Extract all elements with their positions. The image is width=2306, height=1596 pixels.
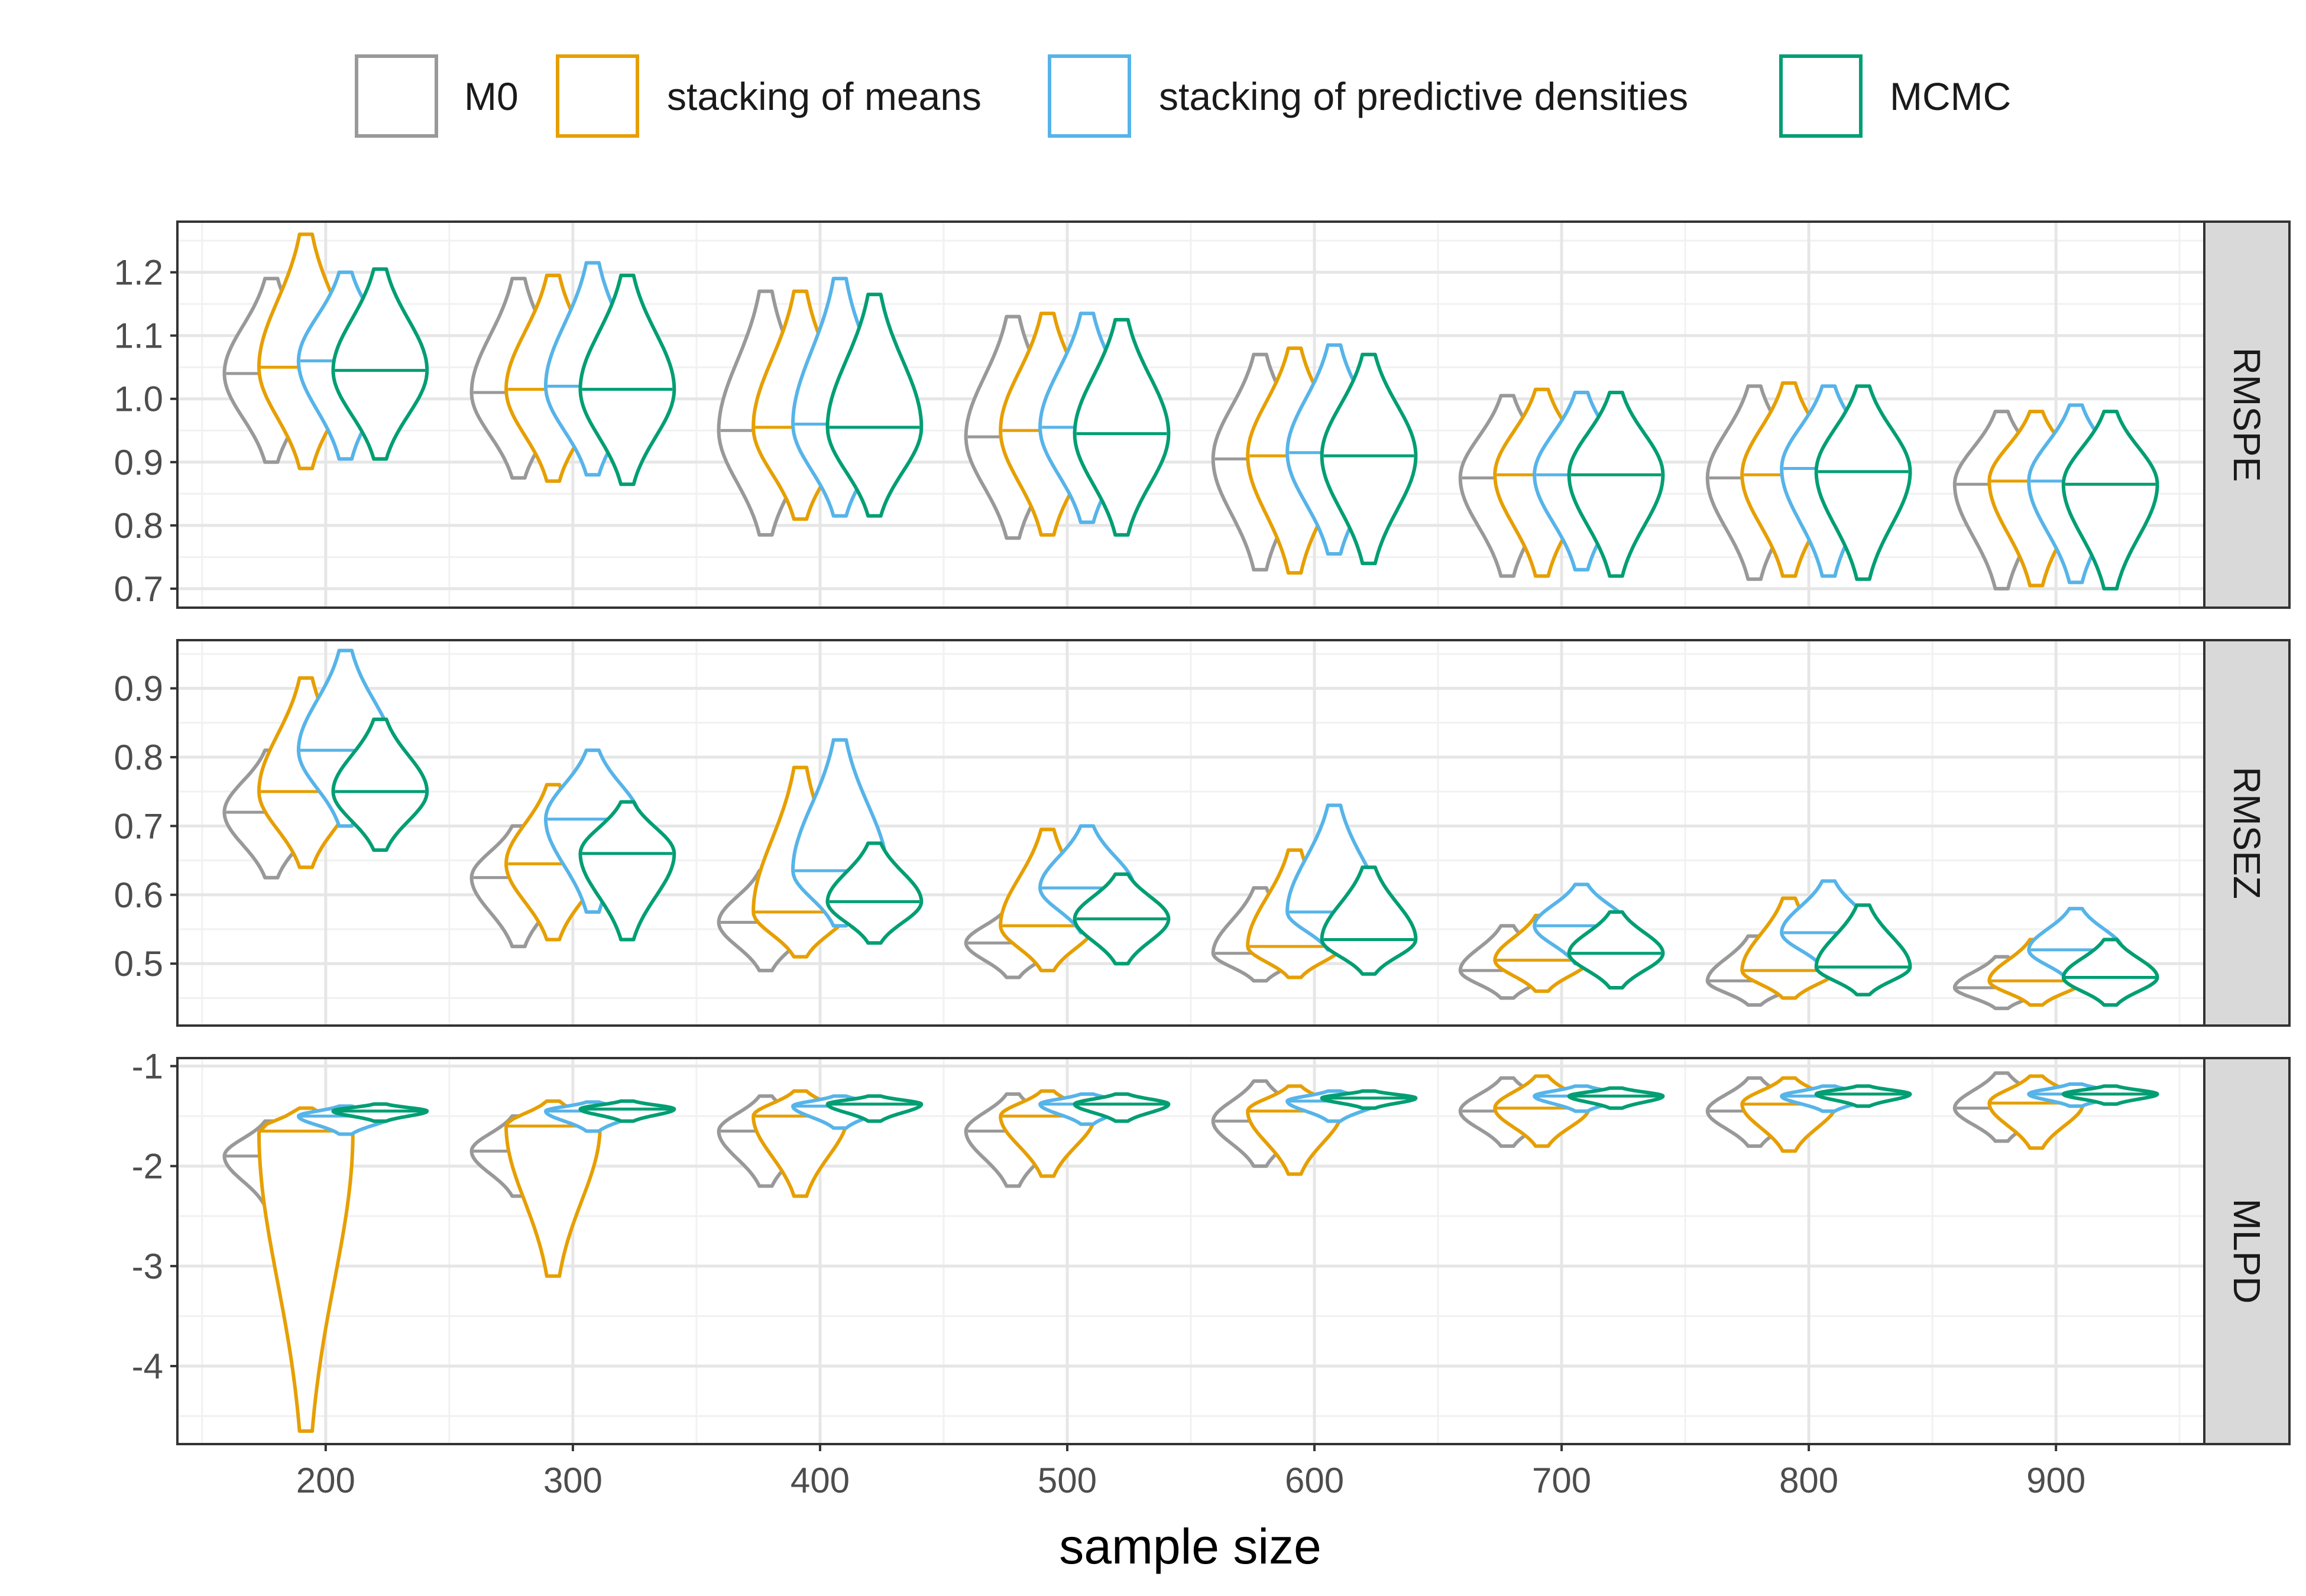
x-tick-label: 200 xyxy=(296,1461,355,1500)
legend-key-m0 xyxy=(355,54,438,138)
violin-mlpd-mcmc-400 xyxy=(825,1094,924,1123)
legend-label-stacking-of-means: stacking of means xyxy=(667,74,982,118)
legend-key-mcmc xyxy=(1779,54,1863,138)
legend-label-stacking-of-predictive-densities: stacking of predictive densities xyxy=(1159,74,1688,118)
violin-rmsez-mcmc-300 xyxy=(578,800,676,942)
violin-mlpd-mcmc-200 xyxy=(331,1102,429,1123)
strip-rmspe xyxy=(2203,220,2291,609)
violin-rmspe-mcmc-900 xyxy=(2061,410,2159,591)
panel-rmspe: 0.7 0.8 0.9 1.0 1.1 1.2 RMSPE xyxy=(114,220,2291,609)
panels: 0.7 0.8 0.9 1.0 1.1 1.2 RMSPE 0.5 0.6 0.7 0.8 0.9 RM… xyxy=(114,220,2291,1445)
y-tick-label: 0.9 xyxy=(114,443,163,482)
strip-label-mlpd: MLPD xyxy=(2226,1199,2268,1304)
panel-mlpd: -4 -3 -2 -1 MLPD xyxy=(132,1047,2291,1445)
violin-rmspe-mcmc-600 xyxy=(1320,352,1418,566)
violin-mlpd-stacking-of-means-200 xyxy=(257,1106,355,1433)
y-tick-label: 0.8 xyxy=(114,738,163,777)
legend-label-m0: M0 xyxy=(464,74,519,118)
y-tick-label: 0.6 xyxy=(114,875,163,915)
legend: M0 stacking of means stacking of predictiv… xyxy=(355,54,2011,138)
strip-label-rmsez: RMSEZ xyxy=(2226,767,2268,899)
violin-mlpd-mcmc-700 xyxy=(1567,1086,1665,1110)
x-tick-label: 800 xyxy=(1779,1461,1838,1500)
y-tick-label: -2 xyxy=(132,1147,163,1186)
x-axis-title: sample size xyxy=(1059,1519,1322,1574)
y-tick-label: -3 xyxy=(132,1247,163,1286)
violin-rmsez-mcmc-900 xyxy=(2061,938,2159,1007)
violin-rmspe-mcmc-200 xyxy=(331,267,429,461)
x-tick-label: 700 xyxy=(1532,1461,1591,1500)
violin-rmsez-mcmc-400 xyxy=(825,841,924,945)
y-tick-label: -1 xyxy=(132,1047,163,1086)
violin-mlpd-stacking-of-means-300 xyxy=(504,1099,602,1278)
violin-mlpd-mcmc-600 xyxy=(1320,1089,1418,1110)
x-tick-label: 600 xyxy=(1285,1461,1344,1500)
strip-label-rmspe: RMSPE xyxy=(2226,348,2268,482)
legend-key-stacking-of-predictive-densities xyxy=(1048,54,1131,138)
violin-rmspe-mcmc-300 xyxy=(578,274,676,486)
y-tick-label: 0.5 xyxy=(114,944,163,984)
y-tick-label: 0.7 xyxy=(114,569,163,609)
panel-rmsez: 0.5 0.6 0.7 0.8 0.9 RMSEZ xyxy=(114,639,2291,1027)
violin-mlpd-mcmc-800 xyxy=(1814,1084,1912,1108)
legend-label-mcmc: MCMC xyxy=(1890,74,2011,118)
y-tick-label: 1.0 xyxy=(114,379,163,419)
y-tick-label: 0.9 xyxy=(114,669,163,709)
violin-mlpd-mcmc-300 xyxy=(578,1099,676,1123)
violin-rmspe-mcmc-500 xyxy=(1073,317,1171,537)
y-tick-label: 1.2 xyxy=(114,253,163,293)
violin-rmsez-mcmc-200 xyxy=(331,717,429,852)
violin-rmspe-mcmc-400 xyxy=(825,293,924,518)
violin-mlpd-mcmc-500 xyxy=(1073,1092,1171,1123)
y-tick-label: 1.1 xyxy=(114,316,163,356)
strip-rmsez xyxy=(2203,639,2291,1027)
x-axis: 200 300 400 500 600 700 800 900 xyxy=(296,1444,2085,1500)
legend-key-stacking-of-means xyxy=(556,54,639,138)
violin-rmsez-mcmc-800 xyxy=(1814,903,1912,997)
strip-mlpd xyxy=(2203,1057,2291,1445)
violin-rmsez-mcmc-600 xyxy=(1320,865,1418,976)
violin-rmspe-mcmc-700 xyxy=(1567,391,1665,578)
x-tick-label: 900 xyxy=(2026,1461,2085,1500)
y-tick-label: 0.7 xyxy=(114,806,163,846)
violin-rmspe-mcmc-800 xyxy=(1814,384,1912,581)
x-tick-label: 500 xyxy=(1038,1461,1097,1500)
violin-rmsez-mcmc-700 xyxy=(1567,910,1665,990)
x-tick-label: 400 xyxy=(791,1461,850,1500)
x-tick-label: 300 xyxy=(543,1461,603,1500)
y-tick-label: -4 xyxy=(132,1347,163,1386)
y-tick-label: 0.8 xyxy=(114,506,163,546)
